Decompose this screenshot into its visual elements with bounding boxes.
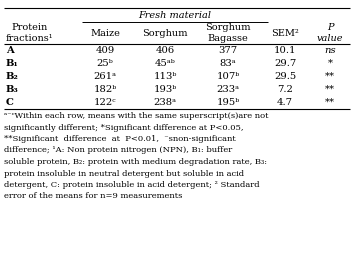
Text: significantly different; *Significant difference at P<0.05,: significantly different; *Significant di… <box>4 124 244 132</box>
Text: SEM²: SEM² <box>271 29 299 37</box>
Text: detergent, C: protein insoluble in acid detergent; ² Standard: detergent, C: protein insoluble in acid … <box>4 181 259 189</box>
Text: Maize: Maize <box>90 29 120 37</box>
Text: ᵃ⁻ᶜWithin each row, means with the same superscript(s)are not: ᵃ⁻ᶜWithin each row, means with the same … <box>4 112 268 120</box>
Text: B₃: B₃ <box>6 85 19 94</box>
Text: 377: 377 <box>218 46 238 55</box>
Text: Sorghum
Bagasse: Sorghum Bagasse <box>205 23 251 43</box>
Text: 83ᵃ: 83ᵃ <box>220 59 236 68</box>
Text: 195ᵇ: 195ᵇ <box>216 98 240 107</box>
Text: difference; ¹A: Non protein nitrogen (NPN), B₁: buffer: difference; ¹A: Non protein nitrogen (NP… <box>4 146 232 154</box>
Text: **Significant  difference  at  P<0.01,  ⁻snon-significant: **Significant difference at P<0.01, ⁻sno… <box>4 135 236 143</box>
Text: **: ** <box>325 98 335 107</box>
Text: 25ᵇ: 25ᵇ <box>97 59 113 68</box>
Text: 406: 406 <box>155 46 175 55</box>
Text: 409: 409 <box>95 46 115 55</box>
Text: *: * <box>327 59 332 68</box>
Text: 261ᵃ: 261ᵃ <box>93 72 116 81</box>
Text: 122ᶜ: 122ᶜ <box>94 98 116 107</box>
Text: 4.7: 4.7 <box>277 98 293 107</box>
Text: B₂: B₂ <box>6 72 19 81</box>
Text: 182ᵇ: 182ᵇ <box>93 85 116 94</box>
Text: C: C <box>6 98 14 107</box>
Text: Sorghum: Sorghum <box>142 29 188 37</box>
Text: P
value: P value <box>317 23 343 43</box>
Text: 107ᵇ: 107ᵇ <box>216 72 240 81</box>
Text: error of the means for n=9 measurements: error of the means for n=9 measurements <box>4 192 182 200</box>
Text: 29.7: 29.7 <box>274 59 296 68</box>
Text: soluble protein, B₂: protein with medium degradation rate, B₃:: soluble protein, B₂: protein with medium… <box>4 158 267 166</box>
Text: 7.2: 7.2 <box>277 85 293 94</box>
Text: 29.5: 29.5 <box>274 72 296 81</box>
Text: **: ** <box>325 72 335 81</box>
Text: protein insoluble in neutral detergent but soluble in acid: protein insoluble in neutral detergent b… <box>4 170 244 178</box>
Text: 113ᵇ: 113ᵇ <box>153 72 177 81</box>
Text: 238ᵃ: 238ᵃ <box>154 98 177 107</box>
Text: Protein
fractions¹: Protein fractions¹ <box>6 23 53 43</box>
Text: 10.1: 10.1 <box>274 46 296 55</box>
Text: Fresh material: Fresh material <box>138 10 211 20</box>
Text: 193ᵇ: 193ᵇ <box>153 85 177 94</box>
Text: ns: ns <box>324 46 336 55</box>
Text: 45ᵃᵇ: 45ᵃᵇ <box>155 59 175 68</box>
Text: A: A <box>6 46 14 55</box>
Text: B₁: B₁ <box>6 59 19 68</box>
Text: **: ** <box>325 85 335 94</box>
Text: 233ᵃ: 233ᵃ <box>217 85 240 94</box>
